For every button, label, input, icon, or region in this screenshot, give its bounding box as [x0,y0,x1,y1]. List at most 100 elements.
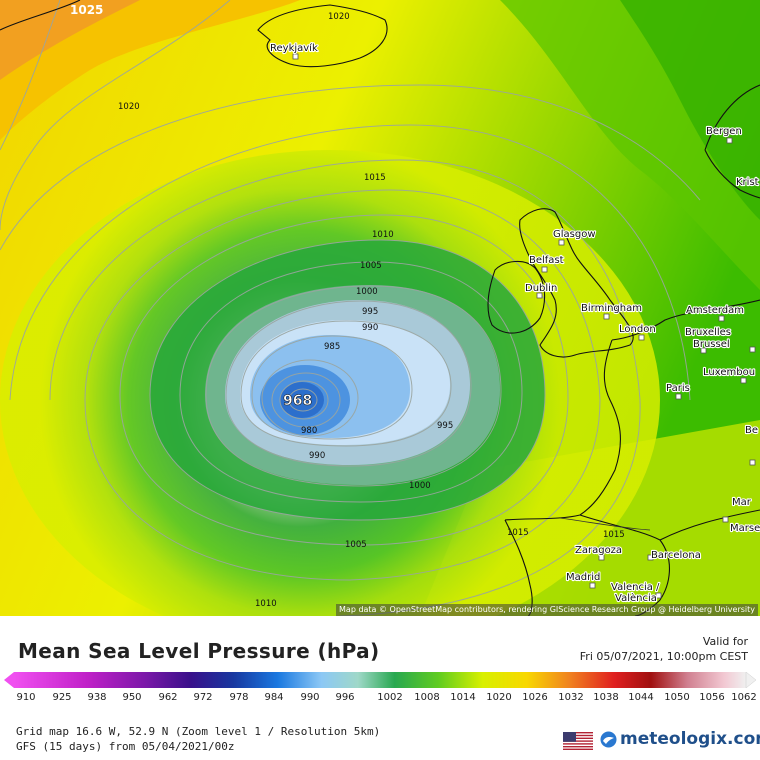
city-label: Paris [666,383,690,394]
legend-tick: 972 [193,692,213,703]
isobar-label: 1025 [70,3,103,17]
isobar-label: 990 [309,451,325,461]
isobar-label: 1015 [603,530,625,540]
city-label: Marse [730,523,760,534]
city-label: Dublin [525,283,557,294]
legend-tick: 938 [87,692,107,703]
city-label: London [619,324,656,335]
isobar-label: 1000 [356,287,378,297]
isobar-label: 985 [324,342,340,352]
legend-tick: 962 [158,692,178,703]
valid-for-label: Valid for [702,635,748,648]
meteologix-icon [600,731,617,747]
city-marker [726,137,733,144]
city-markers: Reykjavík Bergen Krist Glasgow Belfast D… [269,41,760,605]
city-marker [638,334,645,341]
isobar-label: 1010 [255,599,277,609]
city-label: Reykjavík [270,42,318,54]
legend-tick: 1020 [486,692,512,703]
valid-time: Fri 05/07/2021, 10:00pm CEST [579,650,748,663]
map-canvas: 1025 1020 1020 1015 1010 1005 1000 995 9… [0,0,760,616]
legend-tick: 910 [16,692,36,703]
city-label: Glasgow [553,229,596,240]
legend-tick: 1032 [558,692,584,703]
city-label: Krist [736,177,759,188]
great-britain [519,208,634,358]
isobar-label: 1010 [372,230,394,240]
continent-coast [504,299,760,521]
isobar-label: 995 [437,421,453,431]
city-label: Madrid [566,572,600,583]
isobar-label: 1020 [328,12,350,22]
city-marker [749,346,756,353]
iceland [257,4,388,68]
isobar-label: 1005 [360,261,382,271]
legend-tick: 1008 [414,692,440,703]
city-label: Valencia / [611,582,660,593]
city-marker [740,377,747,384]
isobar-label: 1015 [507,528,529,538]
legend-left-arrow [4,672,14,688]
ireland [487,260,546,334]
us-flag-icon[interactable] [563,732,593,750]
ne-dark-green [620,0,760,220]
city-label: Birmingham [581,303,642,314]
legend-tick: 996 [335,692,355,703]
city-marker [541,266,548,273]
high-pressure-core [0,0,140,80]
low-center-label: 968 [283,393,312,409]
legend-tick: 1044 [628,692,654,703]
legend-tick: 984 [264,692,284,703]
grid-info: Grid map 16.6 W, 52.9 N (Zoom level 1 / … [16,725,381,738]
isobar-label: 990 [362,323,378,333]
legend-right-arrow [745,672,756,688]
isobar-label: 1000 [409,481,431,491]
legend-tick: 1050 [664,692,690,703]
city-label: Barcelona [651,550,701,561]
legend-tick: 1002 [377,692,403,703]
legend-tick: 1062 [731,692,757,703]
isobar-label: 995 [362,307,378,317]
legend-tick: 1056 [699,692,725,703]
city-marker [598,554,605,561]
brand-logo[interactable]: meteologix.com [600,729,760,749]
city-marker [589,582,596,589]
model-info: GFS (15 days) from 05/04/2021/00z [16,740,235,753]
city-marker [292,53,299,60]
page-title: Mean Sea Level Pressure (hPa) [18,639,380,663]
city-marker [655,592,662,599]
isobar-label: 1005 [345,540,367,550]
city-label: Zaragoza [575,545,622,556]
pressure-map[interactable]: 1025 1020 1020 1015 1010 1005 1000 995 9… [0,0,760,616]
legend-tick: 1026 [522,692,548,703]
city-label: València [615,592,657,604]
brand-name: meteologix.com [620,729,760,749]
high-pressure-area [0,0,300,140]
isobar-labels: 1025 1020 1020 1015 1010 1005 1000 995 9… [70,3,625,609]
city-marker [536,292,543,299]
legend-tick: 1038 [593,692,619,703]
city-label: Be [745,425,758,436]
city-marker [675,393,682,400]
city-marker [647,554,654,561]
legend-tick: 978 [229,692,249,703]
city-label: Brussel [693,339,730,350]
coastlines [0,0,760,616]
city-marker [718,315,725,322]
legend-tick: 925 [52,692,72,703]
low-core [280,382,324,418]
norway [704,84,760,199]
city-label: Belfast [529,255,564,266]
isobar-label: 980 [301,426,317,436]
legend-tick: 990 [300,692,320,703]
city-marker [558,239,565,246]
isobar-label: 1020 [118,102,140,112]
city-marker [700,347,707,354]
map-attribution: Map data © OpenStreetMap contributors, r… [336,604,758,616]
legend-tick: 950 [122,692,142,703]
city-marker [603,313,610,320]
city-label: Bruxelles [685,327,731,338]
city-marker [722,516,729,523]
city-label: Luxembou [703,367,755,378]
city-marker [749,459,756,466]
